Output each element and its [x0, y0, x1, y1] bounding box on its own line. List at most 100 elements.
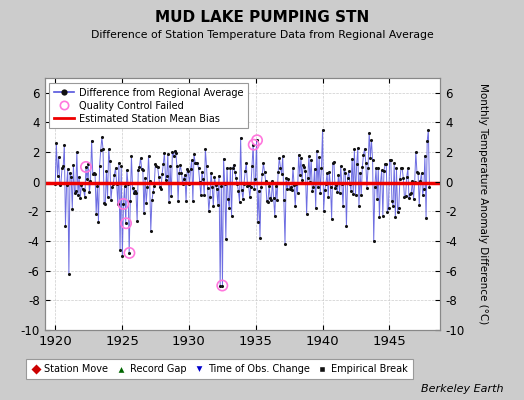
Point: [60, 142, 69, 148]
Point: [213, 186, 221, 192]
Point: [113, 180, 121, 187]
Point: [89, 171, 97, 178]
Point: [376, 180, 385, 186]
Point: [425, 184, 434, 190]
Point: [316, 190, 324, 196]
Point: [388, 197, 396, 204]
Point: [172, 150, 180, 156]
Text: Berkeley Earth: Berkeley Earth: [421, 384, 503, 394]
Point: [384, 204, 392, 211]
Point: [210, 174, 219, 180]
Point: [180, 176, 188, 182]
Point: [348, 156, 356, 162]
Point: [83, 176, 91, 183]
Point: [226, 165, 235, 171]
Point: [293, 190, 302, 196]
Point: [239, 196, 247, 202]
Point: [343, 175, 352, 182]
Point: [314, 184, 322, 190]
Point: [335, 190, 344, 196]
Point: [347, 188, 355, 194]
Point: [215, 172, 223, 179]
Point: [167, 193, 176, 200]
Point: [102, 168, 111, 175]
Text: Difference of Station Temperature Data from Regional Average: Difference of Station Temperature Data f…: [91, 30, 433, 40]
Point: [218, 282, 226, 289]
Point: [420, 186, 428, 192]
Point: [106, 158, 114, 165]
Point: [125, 250, 134, 256]
Point: [281, 241, 289, 247]
Point: [187, 166, 195, 172]
Point: [370, 183, 379, 190]
Point: [379, 213, 387, 219]
Point: [286, 186, 294, 192]
Point: [324, 193, 332, 200]
Point: [356, 170, 364, 176]
Point: [255, 188, 263, 194]
Point: [176, 162, 184, 168]
Point: [312, 205, 320, 211]
Point: [409, 196, 418, 202]
Point: [256, 234, 264, 241]
Point: [344, 168, 353, 174]
Point: [302, 211, 311, 218]
Point: [294, 152, 303, 158]
Point: [303, 175, 312, 181]
Point: [203, 184, 212, 191]
Point: [249, 142, 258, 148]
Point: [317, 164, 325, 171]
Point: [162, 173, 171, 180]
Point: [86, 178, 95, 184]
Point: [71, 188, 80, 194]
Point: [313, 147, 321, 154]
Point: [154, 163, 162, 170]
Point: [288, 186, 296, 193]
Point: [282, 175, 290, 182]
Point: [396, 176, 404, 182]
Point: [307, 157, 315, 163]
Point: [336, 163, 345, 170]
Point: [265, 182, 274, 189]
Point: [111, 165, 119, 171]
Point: [366, 155, 375, 162]
Point: [221, 181, 229, 187]
Point: [301, 168, 310, 174]
Point: [193, 160, 202, 166]
Point: [292, 181, 301, 187]
Point: [249, 142, 257, 148]
Point: [414, 170, 422, 176]
Point: [287, 184, 295, 190]
Point: [283, 186, 291, 192]
Point: [182, 198, 190, 204]
Point: [183, 166, 191, 172]
Point: [222, 236, 230, 242]
Point: [290, 182, 298, 188]
Point: [58, 164, 66, 171]
Point: [211, 182, 220, 188]
Point: [157, 185, 165, 192]
Legend: Difference from Regional Average, Quality Control Failed, Estimated Station Mean: Difference from Regional Average, Qualit…: [49, 83, 248, 128]
Point: [400, 194, 409, 200]
Point: [117, 163, 125, 170]
Point: [398, 165, 406, 171]
Point: [116, 247, 124, 253]
Point: [372, 165, 380, 171]
Point: [97, 134, 106, 140]
Point: [406, 191, 414, 198]
Point: [144, 152, 152, 159]
Point: [358, 164, 367, 170]
Point: [67, 174, 75, 180]
Legend: Station Move, Record Gap, Time of Obs. Change, Empirical Break: Station Move, Record Gap, Time of Obs. C…: [26, 360, 412, 379]
Point: [75, 174, 83, 180]
Point: [323, 170, 331, 176]
Point: [275, 154, 283, 161]
Point: [375, 214, 384, 220]
Point: [123, 167, 131, 174]
Point: [417, 170, 425, 176]
Point: [204, 208, 213, 214]
Point: [103, 194, 112, 200]
Point: [309, 184, 318, 191]
Point: [415, 202, 423, 208]
Point: [206, 194, 214, 201]
